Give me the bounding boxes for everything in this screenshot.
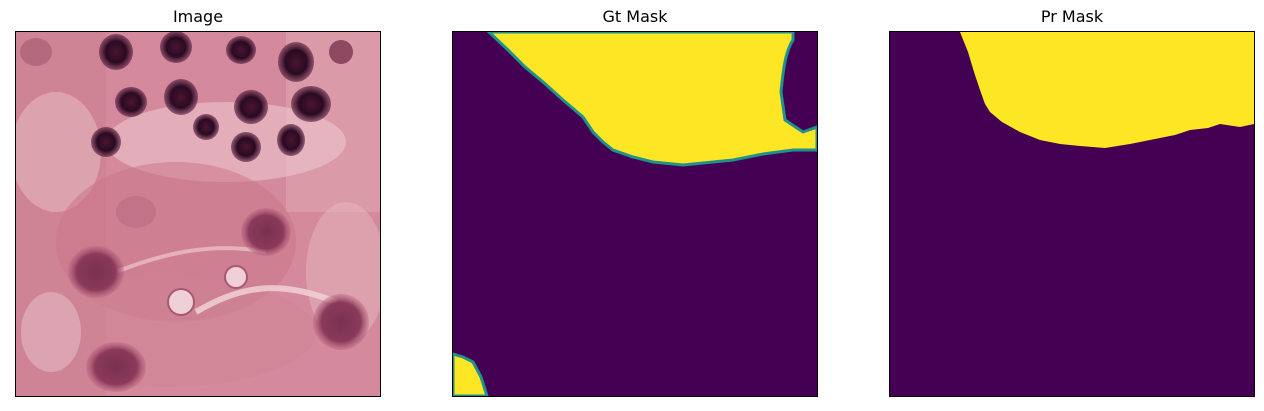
image-axes — [15, 31, 381, 397]
gt-mask — [453, 32, 817, 396]
pr-mask-axes — [889, 31, 1255, 397]
gt-mask-axes — [452, 31, 818, 397]
pr-mask-panel: Pr Mask — [889, 0, 1255, 411]
panel-title: Image — [172, 7, 224, 26]
pr-mask — [890, 32, 1254, 396]
histology-image — [16, 32, 380, 396]
panel-title: Gt Mask — [602, 7, 668, 26]
image-panel: Image — [15, 0, 381, 411]
panel-title: Pr Mask — [1040, 7, 1104, 26]
gt-mask-panel: Gt Mask — [452, 0, 818, 411]
